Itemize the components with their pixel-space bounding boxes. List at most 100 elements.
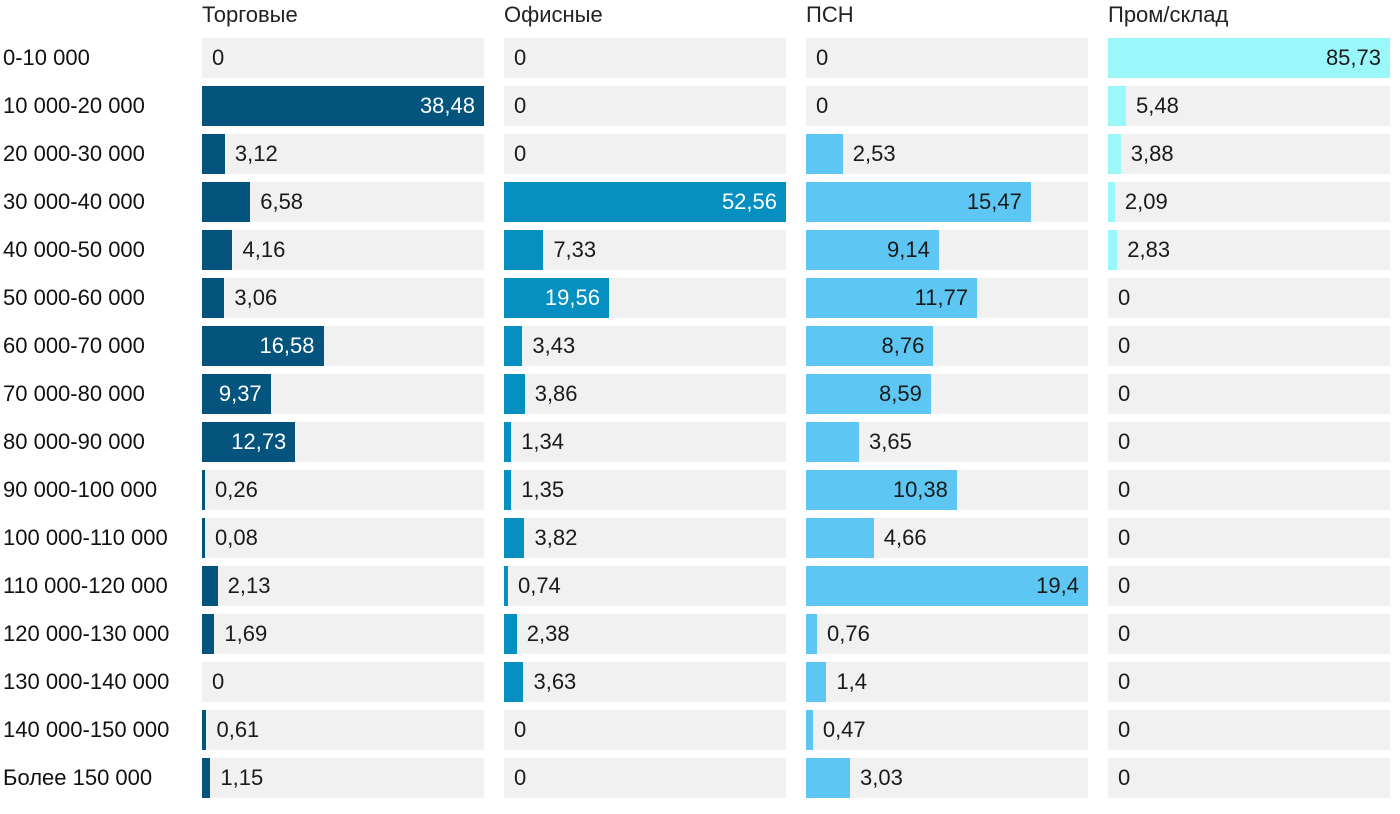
bar — [504, 614, 517, 654]
bar-track: 3,43 — [504, 326, 786, 366]
category-label: 50 000-60 000 — [3, 285, 145, 310]
bar — [202, 86, 484, 126]
bar — [806, 422, 860, 462]
bar-track: 0 — [504, 758, 786, 798]
bar-track: 1,4 — [806, 662, 1088, 702]
bar — [504, 182, 786, 222]
data-label: 3,12 — [234, 141, 278, 166]
series-header: Пром/склад — [1108, 2, 1229, 27]
data-label: 1,69 — [224, 621, 268, 646]
bar — [202, 182, 251, 222]
bar — [504, 470, 512, 510]
bar-track: 0,26 — [202, 470, 484, 510]
data-label: 19,56 — [544, 285, 600, 310]
data-label: 0 — [212, 669, 225, 694]
category-label: 110 000-120 000 — [3, 573, 168, 598]
series-header: ПСН — [806, 2, 854, 27]
bar-track: 3,86 — [504, 374, 786, 414]
bar-track: 0 — [1108, 758, 1390, 798]
bar — [806, 662, 827, 702]
data-label: 3,43 — [532, 333, 576, 358]
data-label: 3,65 — [869, 429, 912, 454]
bar-track: 15,47 — [806, 182, 1088, 222]
bar — [504, 374, 525, 414]
bar-track: 0 — [1108, 326, 1390, 366]
data-label: 3,03 — [860, 765, 903, 790]
bar — [806, 134, 843, 174]
bar — [504, 278, 609, 318]
bar-track: 52,56 — [504, 182, 786, 222]
bar — [504, 326, 523, 366]
bar-track: 0 — [1108, 710, 1390, 750]
data-label: 3,06 — [234, 285, 278, 310]
bar-track: 10,38 — [806, 470, 1088, 510]
category-label: 140 000-150 000 — [3, 717, 170, 742]
bar-track: 0 — [1108, 566, 1390, 606]
series-header: Торговые — [202, 2, 298, 27]
bar-track: 0 — [1108, 374, 1390, 414]
bar — [202, 230, 233, 270]
bar-track: 2,38 — [504, 614, 786, 654]
data-label: 0 — [514, 717, 527, 742]
bar-track: 3,65 — [806, 422, 1088, 462]
data-label: 7,33 — [553, 237, 597, 262]
bar-track: 3,63 — [504, 662, 786, 702]
data-label: 2,38 — [526, 621, 570, 646]
data-label: 3,88 — [1130, 141, 1174, 166]
category-label: 10 000-20 000 — [3, 93, 145, 118]
bar-track: 0,76 — [806, 614, 1088, 654]
data-label: 0,76 — [827, 621, 870, 646]
data-label: 2,09 — [1124, 189, 1168, 214]
data-label: 4,66 — [883, 525, 927, 550]
data-label: 2,13 — [227, 573, 271, 598]
data-label: 0 — [1118, 429, 1131, 454]
bar-track: 7,33 — [504, 230, 786, 270]
bar-track: 0,08 — [202, 518, 484, 558]
bar-track: 1,15 — [202, 758, 484, 798]
category-label: 70 000-80 000 — [3, 381, 145, 406]
bar-track: 11,77 — [806, 278, 1088, 318]
bar — [1108, 86, 1127, 126]
bar — [202, 710, 207, 750]
data-label: 0 — [514, 45, 527, 70]
bar-track: 9,37 — [202, 374, 484, 414]
bar — [806, 566, 1088, 606]
data-label: 0 — [514, 141, 527, 166]
data-label: 0 — [1118, 381, 1131, 406]
bar-track: 4,16 — [202, 230, 484, 270]
bar-track: 0,47 — [806, 710, 1088, 750]
bar-track: 12,73 — [202, 422, 484, 462]
bar — [806, 518, 874, 558]
bar-track: 4,66 — [806, 518, 1088, 558]
bar-track: 3,88 — [1108, 134, 1390, 174]
data-label: 52,56 — [721, 189, 777, 214]
bar-track: 6,58 — [202, 182, 484, 222]
bar — [1108, 230, 1118, 270]
category-label: 130 000-140 000 — [3, 669, 170, 694]
bar-track: 0 — [504, 134, 786, 174]
bar — [806, 614, 818, 654]
data-label: 12,73 — [231, 429, 287, 454]
bar-track: 16,58 — [202, 326, 484, 366]
category-label: 0-10 000 — [3, 45, 90, 70]
bar-track: 85,73 — [1108, 38, 1390, 78]
bar-track: 2,09 — [1108, 182, 1390, 222]
category-label: 20 000-30 000 — [3, 141, 145, 166]
bar — [202, 374, 271, 414]
bar — [806, 278, 978, 318]
data-label: 0 — [212, 45, 225, 70]
bar — [202, 134, 225, 174]
bar — [504, 566, 508, 606]
bar-track: 3,06 — [202, 278, 484, 318]
bar-track: 38,48 — [202, 86, 484, 126]
bar-track: 19,56 — [504, 278, 786, 318]
bar-track: 2,13 — [202, 566, 484, 606]
data-label: 11,77 — [914, 285, 969, 310]
bar-track: 0 — [1108, 662, 1390, 702]
category-label: 40 000-50 000 — [3, 237, 145, 262]
bar-track: 19,4 — [806, 566, 1088, 606]
bar — [806, 470, 957, 510]
bar-track: 0 — [1108, 614, 1390, 654]
category-label: 30 000-40 000 — [3, 189, 145, 214]
data-label: 0 — [1118, 669, 1131, 694]
